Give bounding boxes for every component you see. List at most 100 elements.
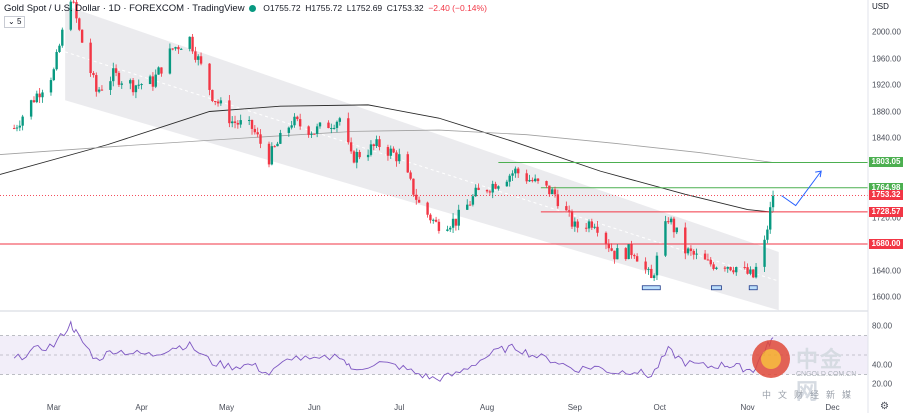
candle-body	[593, 226, 596, 228]
candle-body	[505, 181, 509, 187]
symbol-title: Gold Spot / U.S. Dollar · 1D · FOREXCOM …	[4, 3, 245, 14]
arrowhead-icon	[815, 170, 822, 178]
rsi-tick-label: 80.00	[872, 321, 893, 331]
candle-body	[352, 151, 356, 163]
channel-midline	[64, 51, 779, 282]
candle-body	[675, 227, 678, 233]
candle-body	[635, 256, 639, 262]
candle-body	[497, 186, 500, 189]
candle-body	[287, 127, 291, 133]
projection-path	[781, 170, 822, 207]
month-label: Dec	[825, 403, 840, 412]
candle-body	[556, 194, 560, 207]
candle-body	[398, 154, 401, 162]
price-tick-label: 1640.00	[872, 266, 901, 275]
price-tick-label: 1720.00	[872, 213, 901, 222]
candle-body	[392, 148, 395, 153]
gear-icon[interactable]: ⚙	[880, 401, 889, 412]
candle-body	[15, 127, 19, 129]
candle-body	[214, 101, 217, 103]
candle-body	[587, 221, 591, 229]
candle-body	[531, 179, 534, 182]
candle-body	[270, 146, 274, 165]
candle-body	[315, 126, 319, 134]
candle-body	[746, 267, 749, 274]
candle-body	[273, 146, 276, 148]
ma-indicator-toggle[interactable]: ⌄ 5	[4, 16, 26, 28]
candle-body	[211, 89, 214, 102]
candle-body	[754, 266, 758, 278]
candle-body	[669, 218, 673, 223]
currency-label[interactable]: USD	[872, 2, 889, 11]
candle-body	[763, 239, 766, 267]
candle-body	[386, 147, 390, 156]
low-value: L1752.69	[346, 3, 383, 13]
candle-body	[667, 221, 670, 223]
candle-body	[197, 56, 200, 60]
candle-body	[633, 255, 636, 257]
candle-body	[177, 47, 180, 50]
candle-body	[41, 92, 44, 98]
level-badge-1753.32: 1753.32	[869, 190, 903, 201]
candle-body	[140, 84, 143, 86]
candle-body	[409, 172, 412, 179]
month-label: Oct	[653, 403, 667, 412]
candle-body	[171, 48, 174, 50]
candle-body	[188, 36, 191, 49]
price-tick-label: 1840.00	[872, 133, 901, 143]
candle-body	[664, 221, 667, 256]
candle-body	[630, 244, 633, 256]
candle-body	[684, 227, 687, 254]
candle-body	[454, 218, 458, 226]
candle-body	[429, 214, 432, 221]
month-label: Nov	[740, 403, 755, 412]
market-status-dot	[248, 5, 256, 12]
high-value: H1755.72	[305, 3, 343, 13]
candle-body	[417, 199, 421, 203]
price-tick-label: 1880.00	[872, 107, 901, 116]
candle-body	[69, 1, 72, 30]
ma-long-line	[0, 104, 774, 213]
level-badge-1803.05: 1803.05	[869, 157, 903, 168]
candle-body	[95, 75, 98, 92]
price-tick-label: 1960.00	[872, 54, 901, 63]
candle-body	[290, 125, 293, 128]
candle-body	[109, 81, 112, 90]
candle-body	[703, 253, 707, 260]
candle-body	[100, 89, 104, 91]
candle-body	[655, 255, 659, 276]
candle-body	[332, 127, 336, 129]
candle-body	[247, 119, 251, 121]
month-label: Jun	[307, 403, 321, 412]
candle-body	[279, 132, 282, 144]
candle-body	[528, 179, 531, 182]
candle-body	[508, 175, 511, 182]
ma-period: 5	[16, 17, 22, 26]
candle-body	[233, 121, 237, 123]
candle-body	[307, 126, 310, 135]
candle-body	[752, 269, 755, 278]
candle-body	[38, 93, 41, 98]
candle-body	[511, 173, 514, 176]
candle-body	[471, 196, 475, 205]
horizontal-levels	[0, 161, 868, 245]
candle-body	[525, 173, 528, 182]
candle-body	[596, 226, 599, 233]
month-label: Mar	[46, 403, 61, 412]
candle-body	[771, 195, 775, 208]
candle-body	[199, 56, 203, 64]
candle-body	[415, 194, 418, 200]
candle-body	[174, 47, 177, 49]
candle-body	[52, 69, 56, 81]
candle-body	[689, 248, 693, 251]
candle-body	[236, 122, 240, 125]
candle-body	[565, 206, 568, 211]
candle-body	[369, 144, 373, 155]
candle-body	[446, 229, 449, 231]
candle-body	[335, 121, 339, 128]
candle-body	[590, 221, 594, 228]
candle-body	[686, 248, 690, 254]
candle-body	[72, 1, 75, 3]
